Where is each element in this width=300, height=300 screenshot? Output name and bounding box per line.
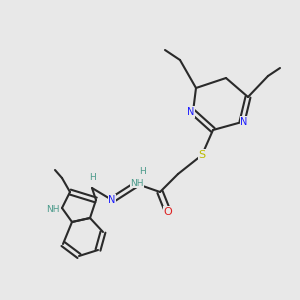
Text: N: N [187,107,195,117]
Text: S: S [198,150,206,160]
Text: H: H [139,167,145,176]
Text: H: H [90,173,96,182]
Text: NH: NH [46,206,60,214]
Text: N: N [108,195,116,205]
Text: O: O [164,207,172,217]
Text: N: N [240,117,248,127]
Text: NH: NH [130,178,144,188]
